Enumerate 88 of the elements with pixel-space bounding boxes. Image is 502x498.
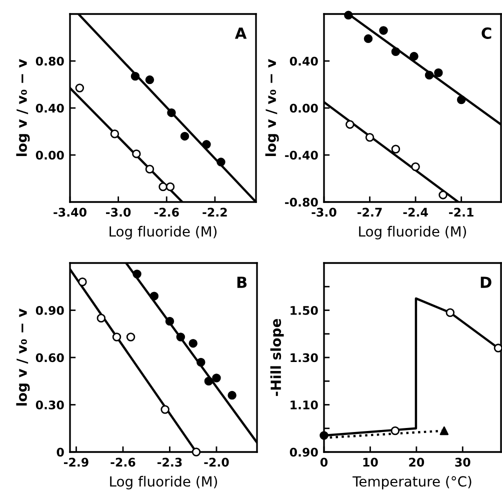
y-tick-label: 0.60 (36, 353, 64, 362)
point (424, 70, 434, 80)
point (438, 190, 448, 200)
point (192, 448, 201, 456)
point (391, 47, 400, 56)
point (75, 84, 84, 92)
y-tick-label: -0.40 (285, 150, 318, 160)
point (202, 140, 211, 149)
x-tick-label: 30 (455, 458, 470, 467)
point (132, 270, 142, 278)
point (410, 52, 418, 61)
point (112, 332, 122, 342)
point (456, 95, 466, 104)
point (126, 332, 136, 342)
x-tick-label: -2.6 (154, 208, 179, 217)
point (78, 278, 87, 286)
y-tick-label: 0.30 (36, 400, 64, 410)
y-axis-title: -Hill slope (270, 318, 284, 396)
point (145, 75, 154, 84)
x-tick-label: -2.3 (157, 458, 182, 467)
point (494, 344, 502, 352)
y-tick-label: 1.30 (290, 353, 318, 362)
x-tick-label: 20 (409, 458, 424, 467)
point (110, 129, 120, 138)
point (176, 332, 186, 342)
point (145, 164, 154, 174)
y-tick-label: 1.50 (290, 306, 318, 315)
point (188, 338, 198, 348)
x-axis-title: Temperature (°C) (352, 476, 472, 490)
x-tick-label: -2.4 (403, 208, 428, 217)
annotation: D (480, 276, 492, 288)
point (434, 68, 443, 78)
annotation: C (482, 27, 492, 39)
x-tick-label: -2.6 (110, 458, 136, 467)
x-axis-title: Log fluoride (M) (110, 226, 217, 240)
point (158, 182, 168, 192)
y-axis-title: log v / v₀ − v (16, 308, 30, 406)
point (212, 374, 221, 382)
y-axis-title: log v / v₀ − v (265, 59, 279, 156)
point (150, 292, 159, 300)
point (379, 26, 388, 35)
point (216, 158, 226, 166)
point (320, 431, 328, 440)
y-tick-label: 0.40 (36, 104, 64, 113)
x-tick-label: 0 (320, 458, 328, 467)
annotation: B (237, 276, 247, 288)
annotation: A (234, 28, 247, 39)
y-tick-label: 0.80 (36, 56, 64, 66)
x-tick-label: -2.0 (204, 458, 229, 467)
point (391, 144, 400, 154)
y-tick-label: 0.00 (290, 104, 318, 113)
point (166, 182, 175, 192)
point (196, 358, 206, 367)
point (96, 314, 106, 322)
point (228, 390, 236, 400)
y-tick-label: 1.10 (290, 400, 318, 410)
point (132, 149, 141, 158)
point (165, 316, 174, 326)
x-tick-label: -2.7 (358, 208, 382, 217)
x-tick-label: -3.40 (54, 208, 86, 217)
x-tick-label: -2.1 (449, 208, 474, 217)
point (167, 108, 176, 118)
x-axis-title: Log fluoride (M) (110, 476, 218, 490)
y-tick-label: 0 (56, 448, 64, 457)
point (390, 426, 400, 436)
point (160, 405, 170, 414)
point (411, 162, 420, 172)
y-tick-label: 0.40 (290, 56, 318, 66)
y-tick-label: 0.90 (290, 448, 318, 457)
y-tick-label: 0.00 (36, 150, 64, 160)
y-tick-label: 0.90 (36, 306, 64, 315)
point (365, 133, 374, 142)
point (180, 132, 190, 141)
point (346, 120, 354, 129)
point (344, 10, 353, 20)
x-tick-label: -2.9 (64, 458, 88, 467)
point (364, 34, 373, 44)
point (130, 72, 140, 81)
x-tick-label: -3.0 (106, 208, 131, 217)
x-axis-title: Log fluoride (M) (359, 226, 466, 240)
point (446, 308, 455, 317)
y-tick-label: -0.80 (285, 198, 318, 207)
x-tick-label: 10 (363, 458, 378, 467)
x-tick-label: -2.2 (202, 208, 227, 217)
y-axis-title: log v / v₀ − v (16, 59, 30, 156)
x-tick-label: -3.0 (312, 208, 336, 217)
point (204, 376, 214, 386)
point (440, 426, 449, 436)
